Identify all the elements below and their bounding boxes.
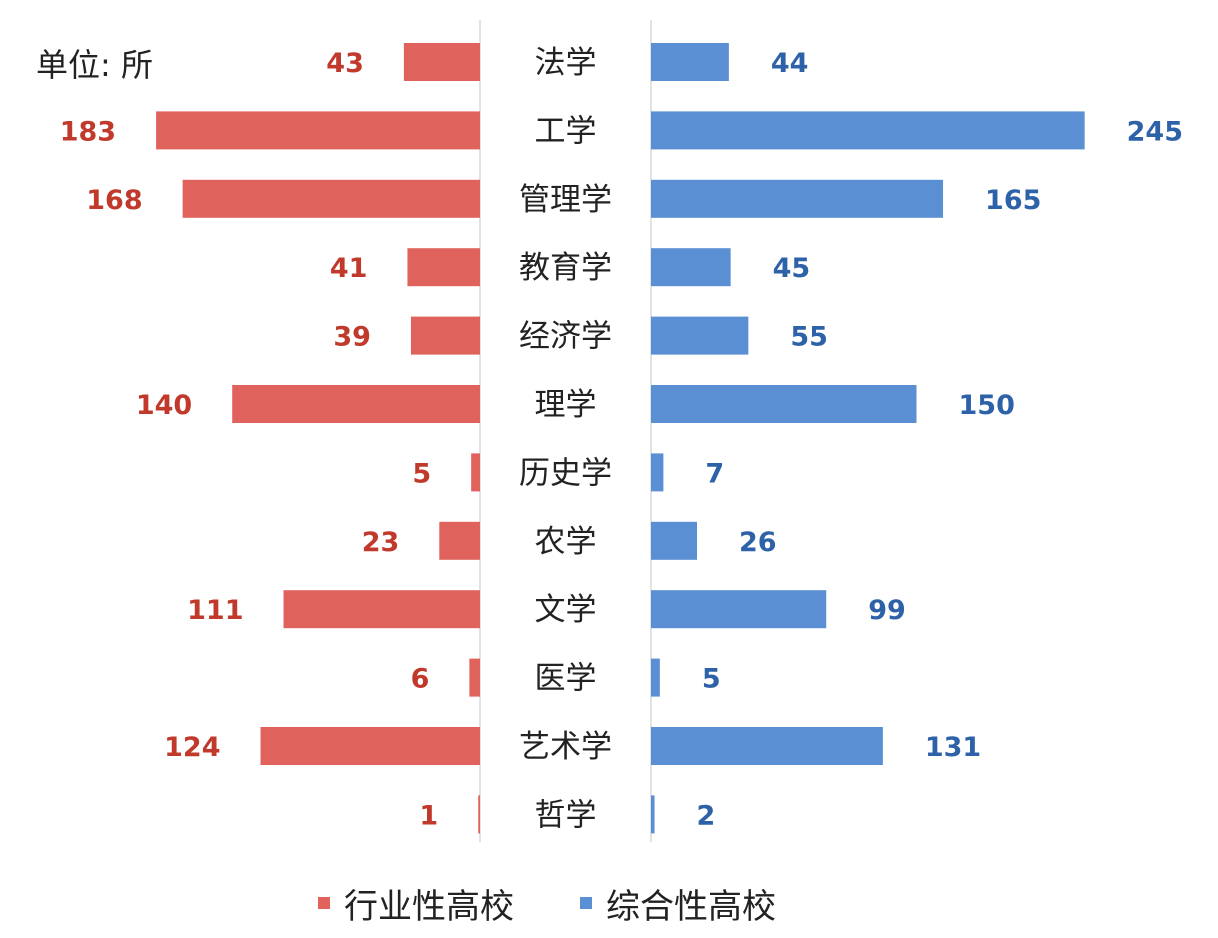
value-label-right-3: 45 bbox=[773, 253, 811, 284]
value-label-right-7: 26 bbox=[739, 527, 777, 558]
category-label-1: 工学 bbox=[535, 113, 597, 149]
category-label-5: 理学 bbox=[535, 387, 597, 423]
value-label-right-5: 150 bbox=[959, 390, 1015, 421]
legend-label-right: 综合性高校 bbox=[606, 886, 776, 927]
value-label-left-7: 23 bbox=[362, 527, 400, 558]
bar-right-1 bbox=[651, 111, 1085, 150]
legend: 行业性高校 综合性高校 bbox=[0, 878, 1218, 928]
legend-item-left: 行业性高校 bbox=[318, 878, 514, 928]
bar-right-3 bbox=[651, 248, 731, 287]
value-label-left-5: 140 bbox=[136, 390, 192, 421]
bar-left-5 bbox=[232, 385, 480, 423]
bar-right-5 bbox=[651, 385, 917, 423]
value-label-right-0: 44 bbox=[771, 48, 809, 79]
value-label-right-4: 55 bbox=[790, 322, 828, 353]
value-label-left-11: 1 bbox=[419, 800, 438, 831]
category-label-7: 农学 bbox=[535, 524, 597, 560]
bar-left-8 bbox=[283, 590, 480, 629]
value-label-left-4: 39 bbox=[333, 322, 371, 353]
category-label-2: 管理学 bbox=[519, 182, 612, 218]
bar-right-9 bbox=[651, 658, 660, 697]
value-label-left-6: 5 bbox=[412, 458, 431, 489]
category-label-0: 法学 bbox=[535, 45, 597, 81]
bar-left-0 bbox=[403, 43, 480, 81]
unit-label: 单位: 所 bbox=[36, 46, 153, 84]
value-label-right-6: 7 bbox=[705, 458, 724, 489]
bar-left-7 bbox=[439, 521, 480, 560]
bar-left-6 bbox=[471, 453, 480, 492]
category-label-6: 历史学 bbox=[519, 455, 612, 491]
value-label-right-1: 245 bbox=[1127, 116, 1183, 147]
value-label-left-1: 183 bbox=[60, 116, 116, 147]
value-label-left-2: 168 bbox=[86, 185, 142, 216]
bar-right-6 bbox=[651, 453, 664, 492]
bar-left-4 bbox=[410, 316, 480, 355]
bar-left-2 bbox=[182, 179, 480, 218]
value-label-left-3: 41 bbox=[330, 253, 368, 284]
legend-item-right: 综合性高校 bbox=[580, 878, 776, 928]
bar-right-0 bbox=[651, 43, 729, 81]
bar-left-9 bbox=[469, 658, 480, 697]
category-label-10: 艺术学 bbox=[519, 729, 612, 765]
bar-left-10 bbox=[260, 727, 480, 765]
category-label-9: 医学 bbox=[535, 661, 597, 697]
bar-left-11 bbox=[478, 795, 480, 834]
value-label-right-9: 5 bbox=[702, 664, 721, 695]
category-label-4: 经济学 bbox=[519, 319, 612, 355]
value-label-right-8: 99 bbox=[868, 595, 906, 626]
bar-right-8 bbox=[651, 590, 827, 629]
bar-right-2 bbox=[651, 179, 944, 218]
value-label-right-2: 165 bbox=[985, 185, 1041, 216]
bar-right-7 bbox=[651, 521, 698, 560]
legend-label-left: 行业性高校 bbox=[344, 886, 514, 927]
bar-left-1 bbox=[156, 111, 480, 150]
category-label-3: 教育学 bbox=[519, 250, 612, 286]
legend-swatch-left bbox=[318, 897, 330, 909]
value-label-right-11: 2 bbox=[697, 800, 716, 831]
value-label-left-0: 43 bbox=[326, 48, 364, 79]
category-label-8: 文学 bbox=[535, 592, 597, 628]
bar-right-11 bbox=[651, 795, 655, 834]
bar-right-4 bbox=[651, 316, 749, 355]
value-label-left-8: 111 bbox=[187, 595, 243, 626]
value-label-left-9: 6 bbox=[411, 664, 430, 695]
bar-left-3 bbox=[407, 248, 480, 287]
category-label-11: 哲学 bbox=[535, 797, 597, 833]
value-label-left-10: 124 bbox=[164, 732, 220, 763]
value-label-right-10: 131 bbox=[925, 732, 981, 763]
bar-right-10 bbox=[651, 727, 883, 765]
legend-swatch-right bbox=[580, 897, 592, 909]
